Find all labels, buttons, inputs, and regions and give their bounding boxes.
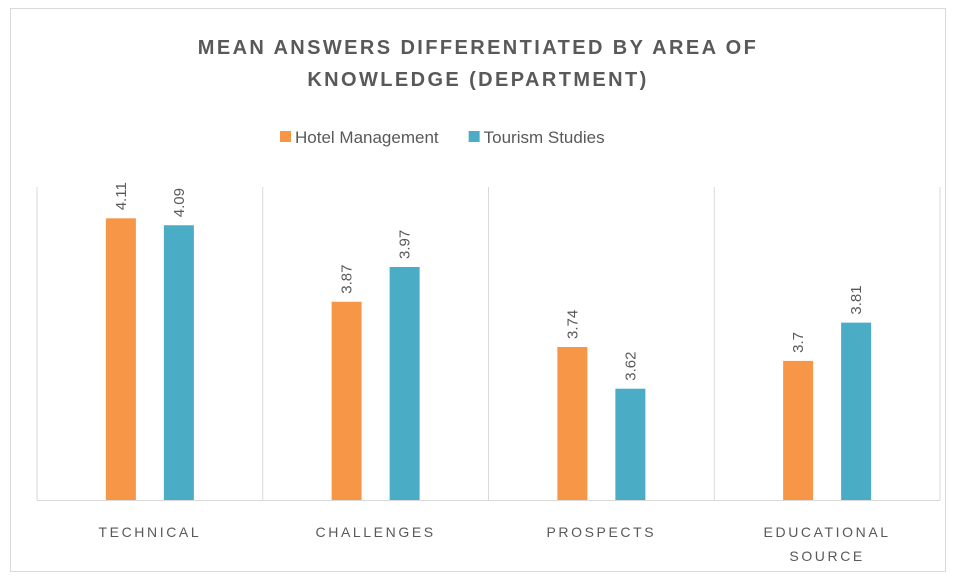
bar (841, 322, 872, 500)
x-tick-label: PROSPECTS (546, 524, 657, 540)
x-tick-label: CHALLENGES (315, 524, 436, 540)
bar (389, 266, 420, 500)
bar (557, 346, 588, 500)
bar (105, 218, 136, 501)
data-label: 3.62 (622, 352, 639, 381)
legend-swatch (468, 131, 480, 142)
bar (331, 301, 362, 500)
bar (163, 225, 194, 500)
legend-label: Tourism Studies (484, 128, 605, 147)
data-label: 4.09 (171, 188, 188, 217)
bar (783, 360, 814, 500)
data-label: 3.87 (339, 265, 356, 294)
data-label: 3.81 (848, 285, 865, 314)
chart-title: MEAN ANSWERS DIFFERENTIATED BY AREA OF K… (197, 37, 759, 91)
x-tick-label: TECHNICAL (98, 524, 202, 540)
chart-border (10, 8, 946, 572)
data-label: 3.97 (397, 230, 414, 259)
data-label: 3.7 (790, 332, 807, 353)
legend-swatch (280, 131, 291, 142)
data-label: 3.74 (564, 310, 581, 339)
legend-label: Hotel Management (295, 128, 439, 147)
x-tick-label: EDUCATIONAL SOURCE (763, 524, 891, 564)
bar (615, 388, 646, 500)
data-label: 4.11 (113, 182, 130, 210)
